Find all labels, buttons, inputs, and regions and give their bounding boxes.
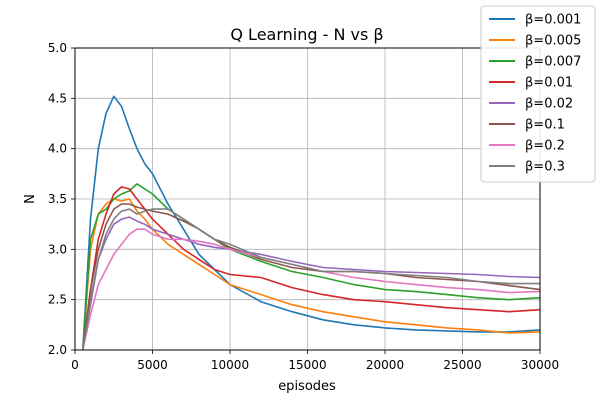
legend-label: β=0.3 [525,160,565,175]
y-axis: 2.0 2.5 3.0 3.5 4.0 4.5 5.0 [48,41,75,357]
legend-label: β=0.2 [525,139,565,154]
x-tick-label: 0 [71,358,79,372]
legend-label: β=0.005 [525,34,581,49]
legend-label: β=0.01 [525,76,573,91]
x-tick-label: 20000 [366,358,404,372]
legend-label: β=0.001 [525,13,581,28]
x-tick-label: 30000 [521,358,559,372]
series-line-6 [82,228,541,351]
y-tick-label: 3.5 [48,192,67,206]
y-tick-label: 4.5 [48,91,67,105]
y-axis-label: N [23,194,38,204]
legend-label: β=0.007 [525,55,581,70]
x-axis-label: episodes [278,379,336,394]
y-tick-label: 3.0 [48,242,67,256]
x-tick-label: 10000 [211,358,249,372]
legend: β=0.001 β=0.005 β=0.007 β=0.01 β=0.02 β=0.1 β=… [480,5,596,183]
series-line-7 [82,208,540,351]
y-tick-label: 2.5 [48,293,67,307]
y-tick-label: 2.0 [48,343,67,357]
series-line-4 [82,216,541,351]
x-tick-label: 5000 [137,358,168,372]
y-tick-label: 5.0 [48,41,67,55]
series-line-0 [82,95,541,351]
legend-box [480,5,596,183]
x-tick-label: 25000 [443,358,481,372]
legend-label: β=0.1 [525,118,565,133]
x-axis: 0 5000 10000 15000 20000 25000 30000 [71,350,559,372]
series-line-3 [82,186,541,351]
series-layer [82,95,541,351]
x-tick-label: 15000 [288,358,326,372]
legend-label: β=0.02 [525,97,573,112]
chart-title: Q Learning - N vs β [230,25,383,44]
y-tick-label: 4.0 [48,142,67,156]
